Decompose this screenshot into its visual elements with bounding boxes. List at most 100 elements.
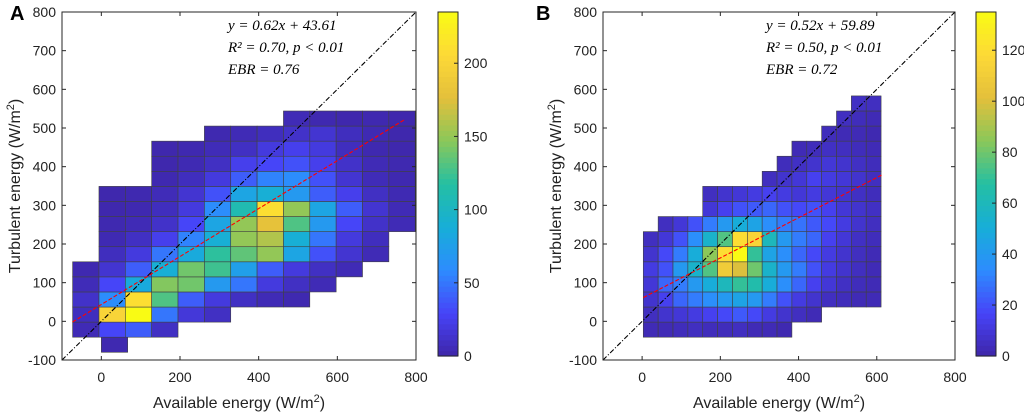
panel-b-heatmap-cell bbox=[657, 216, 674, 232]
panel-b-heatmap-cell bbox=[851, 125, 867, 142]
panel-b-colorbar-segment bbox=[976, 243, 996, 250]
panel-b-x-tick-label: 0 bbox=[638, 369, 646, 385]
panel-b-colorbar-tick-label: 60 bbox=[1002, 195, 1018, 211]
panel-b-heatmap-cell bbox=[821, 261, 837, 278]
panel-b-heatmap-cell bbox=[672, 216, 689, 232]
panel-a-colorbar-segment bbox=[438, 146, 458, 153]
panel-b-colorbar-segment bbox=[976, 194, 996, 201]
panel-a-heatmap-cell bbox=[125, 201, 152, 217]
panel-b-colorbar-tick-label: 80 bbox=[1002, 144, 1018, 160]
panel-a-heatmap-cell bbox=[283, 125, 311, 142]
panel-b-heatmap-cell bbox=[821, 171, 837, 187]
panel-a-colorbar-segment bbox=[438, 313, 458, 319]
panel-b-heatmap-cell bbox=[672, 231, 689, 248]
panel-b-heatmap-cell bbox=[821, 276, 837, 293]
panel-a-heatmap-cell bbox=[283, 231, 311, 248]
panel-a-colorbar: 0 50 100 150 200 bbox=[437, 11, 488, 364]
panel-b-colorbar-segment bbox=[976, 221, 996, 228]
panel-b-heatmap-cell bbox=[687, 231, 704, 248]
panel-a-heatmap-cell bbox=[335, 216, 363, 232]
panel-b-heatmap-cell bbox=[717, 261, 733, 278]
panel-a-colorbar-segment bbox=[438, 329, 458, 336]
panel-a-heatmap-cell bbox=[362, 246, 390, 263]
panel-a-heatmap-cell bbox=[177, 186, 205, 202]
panel-a-heatmap-cell bbox=[309, 246, 337, 263]
panel-b-heatmap-cell bbox=[821, 155, 837, 172]
panel-a-colorbar-segment bbox=[438, 114, 458, 121]
panel-a-colorbar-segment bbox=[438, 60, 458, 67]
panel-b-heatmap-cell bbox=[702, 186, 718, 202]
panel-a-heatmap-cell bbox=[283, 186, 311, 202]
panel-a-heatmap-cell bbox=[98, 276, 126, 293]
panel-b-y-tick-label: 300 bbox=[574, 197, 598, 213]
panel-b-colorbar-segment bbox=[976, 307, 996, 314]
panel-b-colorbar-segment bbox=[976, 184, 996, 190]
panel-a-heatmap-cell bbox=[204, 125, 232, 142]
panel-a-heatmap-cell bbox=[362, 125, 390, 142]
panel-a-colorbar-segment bbox=[438, 71, 458, 78]
panel-b-colorbar-tick-label: 120 bbox=[1002, 42, 1024, 58]
panel-b-heatmap-cell bbox=[702, 261, 718, 278]
panel-b-heatmap-cell bbox=[821, 291, 837, 308]
panel-a-colorbar-segment bbox=[438, 33, 458, 40]
panel-a-heatmap-cell bbox=[151, 201, 179, 217]
panel-b-heatmap-cell bbox=[761, 231, 778, 248]
panel-a-colorbar-segment bbox=[438, 81, 458, 88]
panel-b-heatmap-cell bbox=[806, 201, 822, 217]
panel-a-colorbar-segment bbox=[438, 178, 458, 185]
panel-b-colorbar-segment bbox=[976, 227, 996, 233]
panel-b-heatmap-cell bbox=[747, 231, 763, 248]
panel-a-colorbar-segment bbox=[438, 291, 458, 298]
panel-b-colorbar-segment bbox=[976, 33, 996, 40]
panel-a-heatmap-cell bbox=[151, 216, 179, 232]
panel-b-heatmap-cell bbox=[851, 231, 867, 248]
panel-b-colorbar-segment bbox=[976, 205, 996, 212]
panel-a-y-tick-label: 200 bbox=[33, 236, 57, 252]
panel-b-heatmap-cell bbox=[747, 261, 763, 278]
panel-b-heatmap-cell bbox=[732, 231, 748, 248]
panel-a-y-tick-label: 300 bbox=[33, 197, 57, 213]
panel-b-y-tick-label: 400 bbox=[574, 159, 598, 175]
panel-b-heatmap-cell bbox=[836, 231, 852, 248]
panel-a-heatmap-cell bbox=[309, 186, 337, 202]
panel-a-heatmap-cell bbox=[309, 171, 337, 187]
panel-b-colorbar-segment bbox=[976, 275, 996, 282]
panel-a-heatmap-cell bbox=[388, 125, 416, 142]
panel-b-colorbar-tick-label: 100 bbox=[1002, 93, 1024, 109]
panel-b-heatmap-cell bbox=[642, 231, 659, 248]
panel-a-x-tick-label: 600 bbox=[326, 369, 350, 385]
panel-b-x-tick-label: 400 bbox=[787, 369, 811, 385]
panel-b-colorbar-segment bbox=[976, 141, 996, 147]
panel-a-heatmap-cell bbox=[335, 261, 363, 278]
panel-b-colorbar-tick-label: 0 bbox=[1002, 348, 1010, 364]
panel-a-colorbar-segment bbox=[438, 221, 458, 228]
panel-a-heatmap-cell bbox=[177, 306, 205, 323]
panel-b-heatmap-cell bbox=[747, 321, 763, 338]
panel-b-colorbar-segment bbox=[976, 216, 996, 223]
panel-a-colorbar-segment bbox=[438, 12, 458, 18]
panel-b-colorbar-segment bbox=[976, 135, 996, 142]
panel-b-heatmap-cell bbox=[776, 155, 793, 172]
panel-b-heatmap-cell bbox=[732, 291, 748, 308]
panel-b-colorbar-segment bbox=[976, 280, 996, 287]
panel-b-y-ticks: -100 0 100 200 300 400 500 600 700 800 bbox=[569, 4, 955, 368]
panel-b-identity-line bbox=[602, 11, 956, 361]
panel-b-heatmap-cell bbox=[791, 276, 808, 293]
panel-b-heatmap-cell bbox=[672, 291, 689, 308]
panel-a-heatmap-cell bbox=[362, 155, 390, 172]
panel-a-heatmap-cell bbox=[151, 171, 179, 187]
panel-b-colorbar-segment bbox=[976, 146, 996, 153]
panel-a-colorbar-segment bbox=[438, 232, 458, 239]
panel-b-heatmap-cell bbox=[806, 246, 822, 263]
panel-b-heatmap-cell bbox=[657, 261, 674, 278]
panel-a-heatmap-cell bbox=[335, 171, 363, 187]
panel-b-heatmap-cell bbox=[642, 321, 659, 338]
panel-b-colorbar-segment bbox=[976, 173, 996, 180]
panel-b-heatmap-cell bbox=[747, 201, 763, 217]
panel-a-heatmap-cell bbox=[230, 140, 258, 157]
panel-b-heatmap-cell bbox=[717, 201, 733, 217]
panel-a-colorbar-segment bbox=[438, 200, 458, 207]
panel-b-heatmap-cell bbox=[836, 171, 852, 187]
panel-a-heatmap-cell bbox=[230, 171, 258, 187]
panel-b-colorbar-frame bbox=[975, 11, 997, 357]
